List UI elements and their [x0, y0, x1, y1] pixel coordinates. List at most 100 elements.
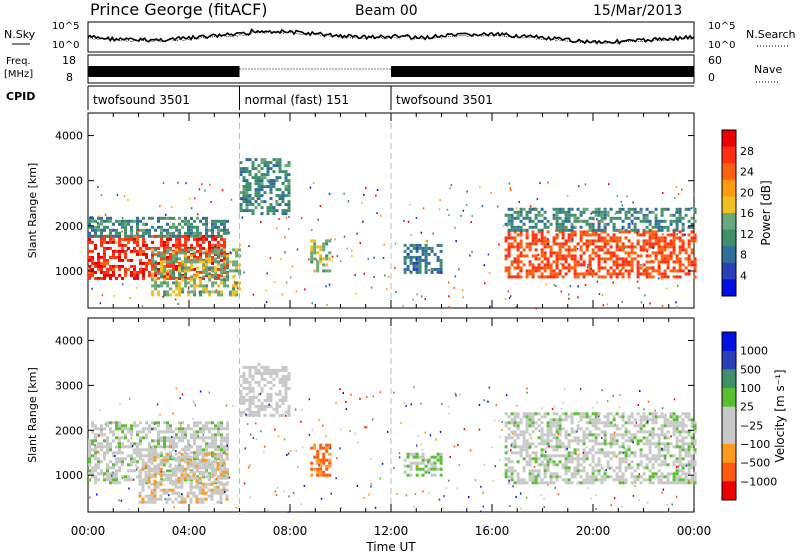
cell	[118, 273, 121, 277]
cell	[183, 500, 187, 504]
cell	[681, 442, 685, 446]
cell	[189, 464, 193, 468]
cell	[642, 272, 646, 276]
cell	[618, 466, 622, 470]
cell	[510, 445, 514, 449]
cell	[166, 260, 170, 264]
speckle	[334, 238, 336, 241]
y-tick-label: 1000	[55, 265, 83, 278]
cell	[169, 457, 172, 461]
cell	[214, 225, 217, 229]
cell	[510, 207, 514, 211]
cell	[319, 458, 323, 462]
cell	[257, 362, 261, 366]
cell	[319, 473, 323, 477]
cell	[248, 185, 252, 189]
speckle	[111, 474, 113, 477]
cell	[196, 430, 199, 434]
cell	[645, 248, 649, 252]
cell	[412, 267, 416, 271]
cell	[591, 216, 595, 220]
speckle	[506, 225, 509, 228]
cell	[278, 392, 282, 396]
cell	[597, 233, 601, 237]
cell	[576, 207, 580, 211]
cell	[421, 473, 425, 477]
cell	[284, 176, 288, 180]
cell	[549, 245, 553, 249]
cell	[618, 445, 622, 449]
cell	[91, 225, 94, 229]
cell	[639, 245, 643, 249]
speckle	[666, 287, 668, 290]
cell	[606, 442, 610, 446]
cell	[624, 451, 628, 455]
cell	[178, 451, 181, 455]
cell	[219, 458, 223, 462]
speckle	[534, 207, 536, 210]
cell	[654, 412, 658, 416]
cell	[217, 273, 220, 277]
cell	[183, 497, 187, 501]
cell	[675, 436, 679, 440]
cell	[328, 464, 332, 468]
cell	[660, 472, 664, 476]
cell	[248, 386, 252, 390]
cell	[166, 237, 169, 241]
speckle	[345, 408, 348, 411]
speckle	[548, 256, 550, 259]
cell	[214, 237, 217, 241]
cell	[615, 257, 619, 261]
cell	[97, 463, 100, 467]
cell	[214, 454, 217, 458]
cell	[615, 454, 619, 458]
cell	[121, 427, 124, 431]
cell	[609, 236, 613, 240]
cell	[254, 200, 258, 204]
cell	[216, 488, 220, 492]
cell	[199, 243, 202, 247]
cell	[531, 418, 535, 422]
cell	[184, 240, 187, 244]
cell	[669, 213, 673, 217]
speckle	[609, 467, 611, 470]
speckle	[200, 236, 203, 239]
cell	[672, 430, 676, 434]
cell	[522, 216, 526, 220]
cell	[567, 460, 571, 464]
cell	[543, 472, 547, 476]
speckle	[632, 441, 634, 444]
cell	[675, 481, 679, 485]
cell	[154, 234, 157, 238]
cell	[567, 439, 571, 443]
speckle	[466, 190, 468, 193]
cell	[199, 293, 203, 297]
cell	[534, 412, 538, 416]
cell	[621, 275, 625, 279]
cell	[254, 371, 258, 375]
cell	[322, 257, 326, 261]
cell	[207, 476, 211, 480]
cell	[217, 231, 220, 235]
cell	[202, 451, 205, 455]
cell	[564, 254, 568, 258]
cell	[615, 275, 619, 279]
cell	[609, 451, 613, 455]
speckle	[420, 231, 423, 234]
speckle	[501, 421, 504, 424]
cell	[561, 412, 565, 416]
speckle	[251, 208, 254, 211]
cell	[88, 237, 91, 241]
cell	[133, 451, 136, 455]
cell	[193, 290, 197, 294]
cell	[639, 272, 643, 276]
cell	[672, 433, 676, 437]
cell	[181, 278, 185, 282]
speckle	[414, 493, 417, 495]
cell	[588, 242, 592, 246]
cell	[160, 445, 163, 449]
cell	[430, 473, 434, 477]
cell	[154, 448, 157, 452]
speckle	[98, 434, 100, 437]
cell	[522, 207, 526, 211]
